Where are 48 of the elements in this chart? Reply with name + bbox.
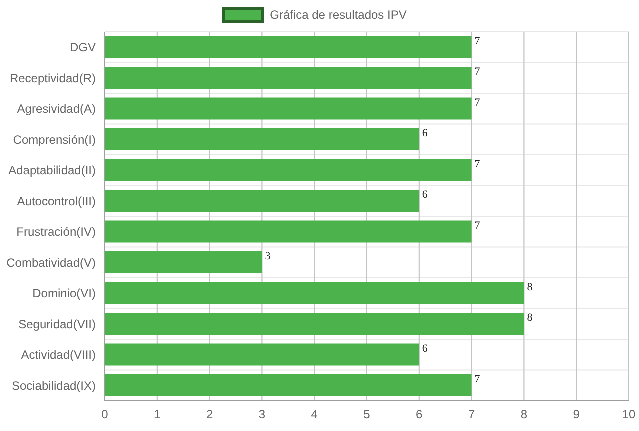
bar [105, 190, 420, 212]
y-tick-label: Combatividad(V) [6, 256, 96, 270]
data-label: 7 [474, 374, 481, 386]
data-label: 3 [265, 250, 272, 263]
bar [105, 313, 524, 336]
data-label: 6 [422, 342, 428, 355]
bar [105, 344, 420, 366]
y-tick-label: Comprensión(I) [13, 132, 96, 147]
data-label: 7 [474, 35, 481, 48]
x-tick-label: 10 [622, 408, 636, 422]
x-tick-label: 7 [468, 408, 476, 422]
bar [105, 374, 472, 397]
x-tick-label: 1 [154, 408, 162, 422]
bar [105, 98, 472, 120]
bar [105, 252, 262, 274]
x-tick-label: 4 [311, 408, 318, 422]
bar [105, 67, 472, 90]
bar [105, 282, 524, 304]
y-tick-label: Frustración(IV) [16, 225, 96, 240]
y-tick-label: Autocontrol(III) [17, 194, 96, 208]
y-tick-label: Actividad(VIII) [21, 348, 96, 362]
y-tick-label: Dominio(VI) [32, 286, 96, 301]
y-tick-label: Receptividad(R) [10, 71, 96, 86]
x-tick-label: 0 [102, 408, 109, 422]
x-tick-label: 9 [573, 408, 580, 422]
bar [105, 128, 420, 151]
data-label: 7 [474, 66, 481, 78]
x-tick-label: 2 [206, 408, 214, 422]
x-tick-label: 3 [258, 408, 266, 422]
data-label: 7 [474, 220, 481, 232]
data-label: 7 [474, 158, 481, 170]
data-label: 8 [527, 281, 534, 294]
x-tick-label: 8 [520, 408, 528, 422]
y-tick-label: Adaptabilidad(II) [8, 164, 96, 178]
y-tick-label: Agresividad(A) [17, 102, 96, 116]
y-tick-label: Sociabilidad(IX) [12, 378, 96, 393]
data-label: 8 [527, 312, 534, 324]
bar [105, 159, 472, 182]
bar [105, 36, 472, 58]
legend-label: Gráfica de resultados IPV [270, 8, 407, 22]
y-tick-label: DGV [70, 40, 96, 55]
x-tick-label: 6 [416, 408, 424, 422]
data-label: 6 [422, 128, 428, 140]
y-tick-label: Seguridad(VII) [18, 317, 96, 332]
data-label: 6 [422, 189, 428, 202]
x-tick-label: 5 [364, 408, 371, 422]
bar [105, 220, 472, 243]
data-label: 7 [474, 96, 481, 109]
